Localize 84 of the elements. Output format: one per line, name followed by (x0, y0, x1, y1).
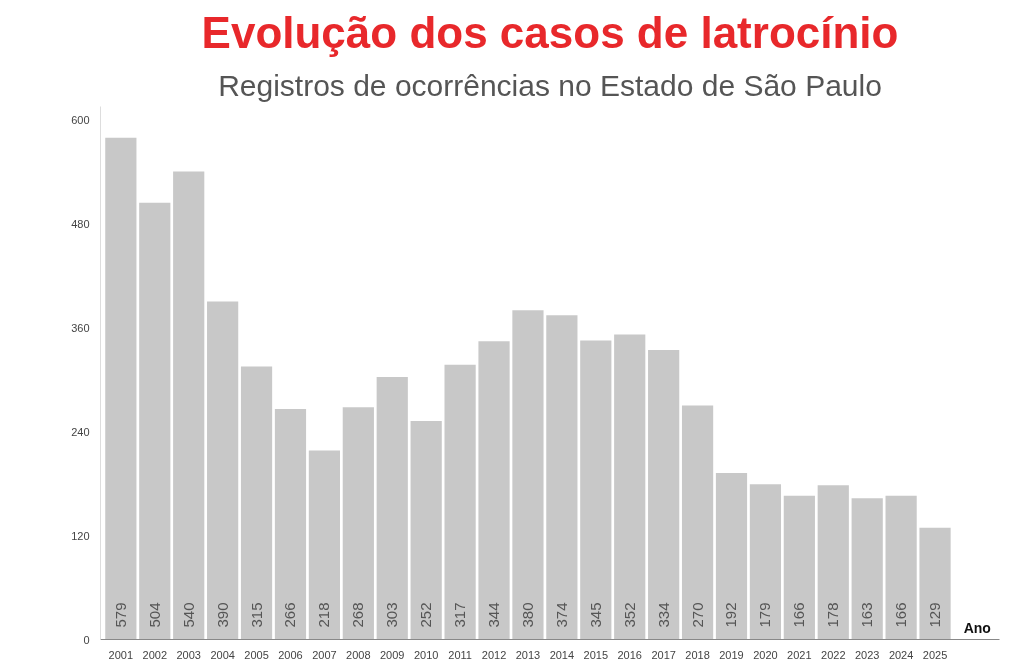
x-tick-label: 2012 (481, 648, 507, 661)
bar (308, 450, 341, 640)
bar (546, 315, 578, 640)
y-tick-label: 480 (71, 217, 90, 230)
x-tick-label: 2003 (176, 648, 201, 661)
x-tick-label: 2001 (108, 648, 134, 661)
bar (681, 405, 714, 640)
data-label: 579 (111, 602, 129, 628)
x-tick-label: 2023 (854, 648, 880, 661)
bar (274, 408, 307, 640)
x-tick-label: 2002 (142, 648, 168, 661)
x-tick-label: 2020 (753, 648, 778, 661)
bar (376, 376, 408, 640)
data-label: 166 (892, 602, 910, 628)
y-tick-label: 120 (71, 529, 90, 542)
data-label: 352 (620, 602, 638, 628)
bar (444, 364, 476, 640)
bar (105, 137, 137, 640)
data-label: 192 (722, 602, 740, 628)
bar (749, 484, 782, 640)
data-label: 334 (654, 602, 672, 628)
data-label: 268 (349, 602, 367, 628)
x-axis-title: Ano (963, 619, 991, 636)
bar (173, 171, 205, 640)
bar (512, 310, 544, 640)
x-tick-label: 2011 (448, 648, 472, 661)
bar (851, 498, 883, 640)
bar (240, 366, 273, 640)
bar (410, 421, 442, 640)
x-tick-label: 2025 (922, 648, 948, 661)
data-label: 303 (383, 602, 401, 628)
bar (580, 340, 612, 640)
data-label: 163 (858, 602, 876, 628)
y-tick-label: 0 (83, 633, 90, 646)
y-tick-label: 600 (71, 113, 90, 126)
x-tick-label: 2016 (617, 648, 642, 661)
x-tick-label: 2013 (515, 648, 541, 661)
bar (139, 202, 171, 640)
bar (919, 527, 951, 640)
x-tick-label: 2018 (685, 648, 710, 661)
chart-title: Evolução dos casos de latrocínio (201, 7, 899, 57)
x-tick-label: 2005 (244, 648, 269, 661)
x-tick-label: 2024 (888, 648, 914, 661)
y-tick-label: 240 (71, 425, 90, 438)
data-label: 218 (315, 602, 333, 628)
x-tick-label: 2019 (719, 648, 744, 661)
bar (885, 495, 917, 640)
x-tick-label: 2010 (413, 648, 439, 661)
data-label: 166 (790, 602, 808, 628)
bar (614, 334, 646, 640)
bar (207, 301, 239, 640)
data-label: 129 (926, 602, 944, 628)
x-tick-label: 2021 (787, 648, 812, 661)
x-tick-label: 2009 (380, 648, 405, 661)
data-label: 540 (179, 602, 197, 628)
bar (342, 407, 374, 640)
bar (478, 341, 510, 640)
data-label: 380 (518, 602, 536, 628)
data-label: 252 (417, 602, 435, 628)
x-tick-label: 2022 (821, 648, 846, 661)
x-tick-label: 2004 (210, 648, 235, 661)
bar (648, 350, 680, 640)
x-tick-label: 2006 (278, 648, 303, 661)
data-label: 178 (824, 602, 842, 628)
x-tick-label: 2015 (583, 648, 609, 661)
data-label: 504 (145, 602, 163, 628)
bar (817, 485, 849, 640)
data-label: 179 (756, 602, 774, 628)
x-tick-label: 2014 (549, 648, 575, 661)
data-label: 374 (552, 602, 570, 628)
x-tick-label: 2008 (346, 648, 371, 661)
y-tick-label: 360 (71, 321, 90, 334)
data-label: 390 (213, 602, 231, 628)
bar (715, 473, 748, 640)
data-label: 317 (451, 602, 469, 628)
data-label: 344 (485, 602, 503, 628)
x-tick-label: 2007 (312, 648, 337, 661)
data-label: 266 (281, 602, 299, 628)
data-label: 270 (688, 602, 706, 628)
x-tick-label: 2017 (651, 648, 676, 661)
data-label: 315 (247, 602, 265, 628)
data-label: 345 (586, 602, 604, 628)
bar (783, 495, 815, 640)
chart-subtitle: Registros de ocorrências no Estado de São Paulo (218, 68, 882, 102)
